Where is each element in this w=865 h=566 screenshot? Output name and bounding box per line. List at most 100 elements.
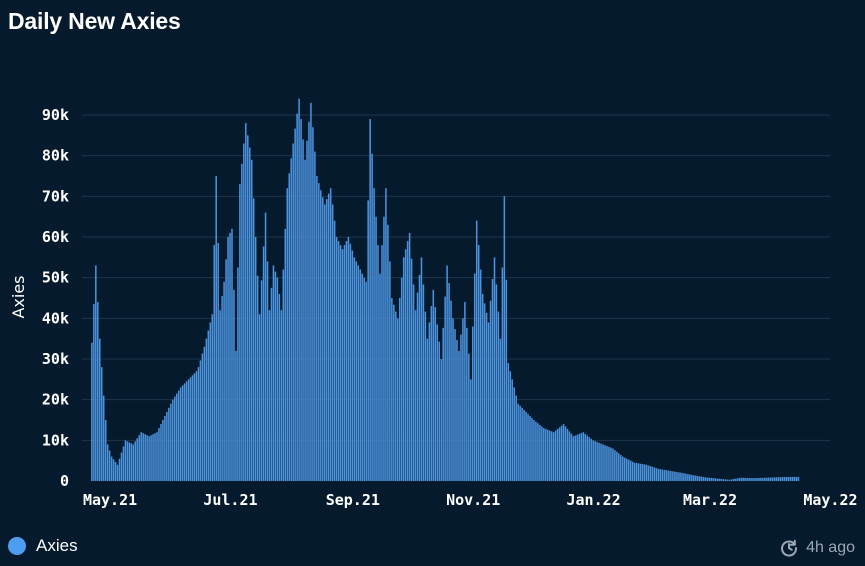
bar-axies-2021-09-14 — [345, 241, 348, 481]
bar-axies-2022-01-02 — [562, 424, 565, 481]
legend[interactable]: Axies — [8, 536, 78, 556]
bar-axies-2022-03-13 — [700, 476, 703, 481]
bar-axies-2022-04-29 — [793, 476, 796, 481]
bar-axies-2021-06-25 — [185, 381, 188, 481]
last-updated-text: 4h ago — [806, 539, 855, 556]
bar-axies-2022-02-25 — [669, 470, 671, 481]
bar-axies-2021-12-03 — [503, 196, 506, 482]
bar-axies-2021-06-16 — [168, 407, 170, 481]
bar-axies-2021-08-04 — [264, 212, 267, 481]
bar-axies-2022-03-29 — [732, 479, 735, 481]
bar-axies-2021-12-20 — [537, 423, 539, 481]
bar-axies-2021-06-22 — [179, 387, 182, 481]
bar-axies-2022-01-27 — [612, 448, 614, 481]
bar-axies-2022-01-29 — [616, 451, 618, 481]
bar-axies-2022-04-07 — [750, 478, 752, 481]
bar-axies-2022-01-13 — [584, 433, 587, 481]
bar-axies-2021-09-16 — [349, 243, 352, 481]
bar-axies-2021-11-29 — [495, 284, 498, 481]
bar-axies-2021-09-15 — [347, 237, 350, 481]
bar-axies-2022-04-05 — [746, 477, 748, 481]
bar-axies-2022-03-17 — [708, 477, 711, 481]
bar-axies-2021-12-15 — [527, 413, 529, 481]
bar-axies-2021-06-29 — [193, 373, 196, 481]
bar-axies-2021-07-24 — [243, 143, 245, 481]
bar-axies-2021-11-25 — [487, 322, 490, 481]
bar-axies-2021-06-02 — [140, 432, 142, 481]
bar-axies-2021-08-18 — [292, 143, 294, 481]
bar-axies-2022-04-09 — [754, 478, 756, 481]
bar-axies-2021-10-09 — [395, 311, 397, 481]
bar-axies-2021-07-22 — [239, 184, 241, 481]
bar-axies-2021-07-08 — [211, 314, 214, 481]
bar-axies-2021-06-17 — [170, 403, 172, 481]
bar-axies-2022-03-31 — [736, 478, 739, 481]
bar-axies-2022-04-26 — [787, 476, 790, 481]
bar-axies-2021-10-20 — [416, 292, 419, 481]
bar-axies-2021-10-02 — [381, 245, 383, 481]
bar-axies-2022-03-22 — [718, 478, 721, 481]
bar-axies-2021-06-24 — [183, 383, 186, 481]
bar-axies-2021-10-19 — [414, 310, 417, 481]
bar-axies-2021-08-19 — [294, 128, 296, 482]
bar-axies-2022-01-26 — [610, 447, 612, 481]
bar-axies-2021-10-12 — [400, 277, 403, 481]
bar-axies-2021-12-18 — [533, 420, 535, 481]
bar-axies-2022-03-08 — [691, 474, 693, 481]
bar-axies-2021-12-08 — [513, 387, 515, 481]
bar-axies-2021-12-31 — [558, 427, 561, 481]
bar-axies-2022-03-26 — [726, 479, 729, 481]
bar-axies-2021-06-04 — [144, 434, 146, 481]
bar-axies-2021-09-07 — [331, 204, 334, 481]
bar-axies-2021-10-01 — [379, 273, 381, 481]
bar-axies-2022-03-05 — [685, 473, 687, 481]
bar-axies-2021-12-02 — [501, 267, 504, 481]
bar-axies-2021-09-06 — [329, 188, 332, 481]
bar-axies-2021-11-04 — [446, 265, 448, 481]
bar-axies-2021-10-27 — [430, 306, 433, 481]
legend-swatch-axies — [8, 537, 26, 555]
bar-axies-2022-02-01 — [622, 456, 624, 481]
bar-axies-2022-01-10 — [578, 433, 581, 481]
bar-axies-2021-11-20 — [477, 245, 480, 481]
bar-axies-2021-07-13 — [221, 295, 223, 481]
bar-axies-2021-11-11 — [460, 334, 462, 481]
x-axis-tick-labels: May.21 Jul.21 Sep.21 Nov.21 Jan.22 Mar.22 May.… — [83, 491, 858, 509]
bar-axies-2022-02-19 — [657, 468, 660, 481]
bar-axies-2021-09-09 — [335, 237, 338, 481]
bar-axies-2021-09-23 — [363, 277, 365, 481]
bar-axies-2021-08-01 — [258, 314, 261, 481]
bar-axies-2021-06-03 — [142, 433, 144, 481]
bar-axies-2022-02-14 — [647, 465, 650, 481]
bar-axies-2021-06-07 — [150, 435, 152, 481]
bar-axies-2021-05-19 — [112, 459, 115, 481]
bar-axies-2021-07-23 — [241, 163, 243, 482]
bar-axies-2021-07-26 — [247, 135, 249, 482]
bar-axies-2021-05-09 — [93, 304, 95, 481]
bar-axies-2021-12-12 — [521, 407, 523, 481]
bar-axies-2021-09-03 — [323, 204, 326, 481]
bar-axies-2021-06-05 — [146, 435, 148, 481]
bar-axies-2021-05-18 — [110, 456, 113, 481]
bar-axies-2021-06-28 — [191, 375, 194, 481]
bar-axies-2021-08-13 — [282, 269, 285, 481]
bar-axies-2021-05-30 — [134, 441, 137, 481]
y-tick-label-30k: 30k — [42, 350, 69, 368]
bar-axies-2022-04-25 — [785, 477, 788, 481]
y-tick-label-90k: 90k — [42, 106, 69, 124]
bar-axies-2021-09-20 — [357, 265, 360, 481]
bar-axies-2021-05-14 — [102, 395, 105, 481]
bar-axies-2021-09-19 — [355, 261, 358, 481]
bar-axies-2022-03-21 — [716, 478, 719, 481]
bar-axies-2022-03-24 — [722, 479, 725, 481]
bar-axies-2022-03-01 — [677, 472, 679, 481]
bar-axies-2022-02-15 — [649, 466, 652, 481]
bar-axies-2022-03-30 — [734, 478, 737, 481]
page-title: Daily New Axies — [8, 8, 181, 34]
bar-axies-2021-12-19 — [535, 421, 537, 481]
bar-axies-2021-08-31 — [318, 183, 320, 481]
bar-axies-2021-05-13 — [100, 367, 103, 481]
bar-axies-2021-06-10 — [156, 432, 158, 481]
bar-axies-2022-03-23 — [720, 478, 723, 481]
bar-axies-2022-03-04 — [683, 473, 685, 481]
